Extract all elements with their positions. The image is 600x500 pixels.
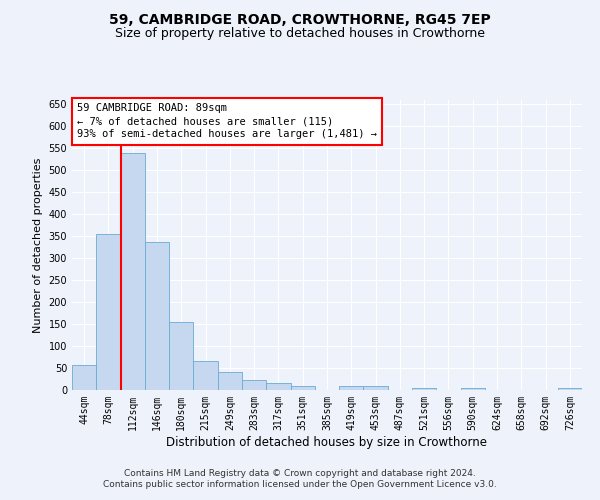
Bar	[461, 388, 485, 390]
Bar	[412, 388, 436, 390]
Text: 59 CAMBRIDGE ROAD: 89sqm
← 7% of detached houses are smaller (115)
93% of semi-d: 59 CAMBRIDGE ROAD: 89sqm ← 7% of detache…	[77, 103, 377, 140]
Bar	[290, 386, 315, 390]
Text: Contains public sector information licensed under the Open Government Licence v3: Contains public sector information licen…	[103, 480, 497, 489]
Bar	[364, 386, 388, 390]
Bar	[169, 322, 193, 390]
Bar	[558, 388, 582, 390]
Bar	[339, 386, 364, 390]
Text: 59, CAMBRIDGE ROAD, CROWTHORNE, RG45 7EP: 59, CAMBRIDGE ROAD, CROWTHORNE, RG45 7EP	[109, 12, 491, 26]
Bar	[96, 234, 121, 390]
Bar	[145, 242, 169, 390]
Bar	[72, 365, 96, 390]
Bar	[121, 152, 145, 390]
Bar	[242, 380, 266, 390]
X-axis label: Distribution of detached houses by size in Crowthorne: Distribution of detached houses by size …	[167, 436, 487, 448]
Y-axis label: Number of detached properties: Number of detached properties	[33, 158, 43, 332]
Text: Contains HM Land Registry data © Crown copyright and database right 2024.: Contains HM Land Registry data © Crown c…	[124, 468, 476, 477]
Bar	[266, 382, 290, 390]
Bar	[218, 372, 242, 390]
Text: Size of property relative to detached houses in Crowthorne: Size of property relative to detached ho…	[115, 28, 485, 40]
Bar	[193, 360, 218, 390]
